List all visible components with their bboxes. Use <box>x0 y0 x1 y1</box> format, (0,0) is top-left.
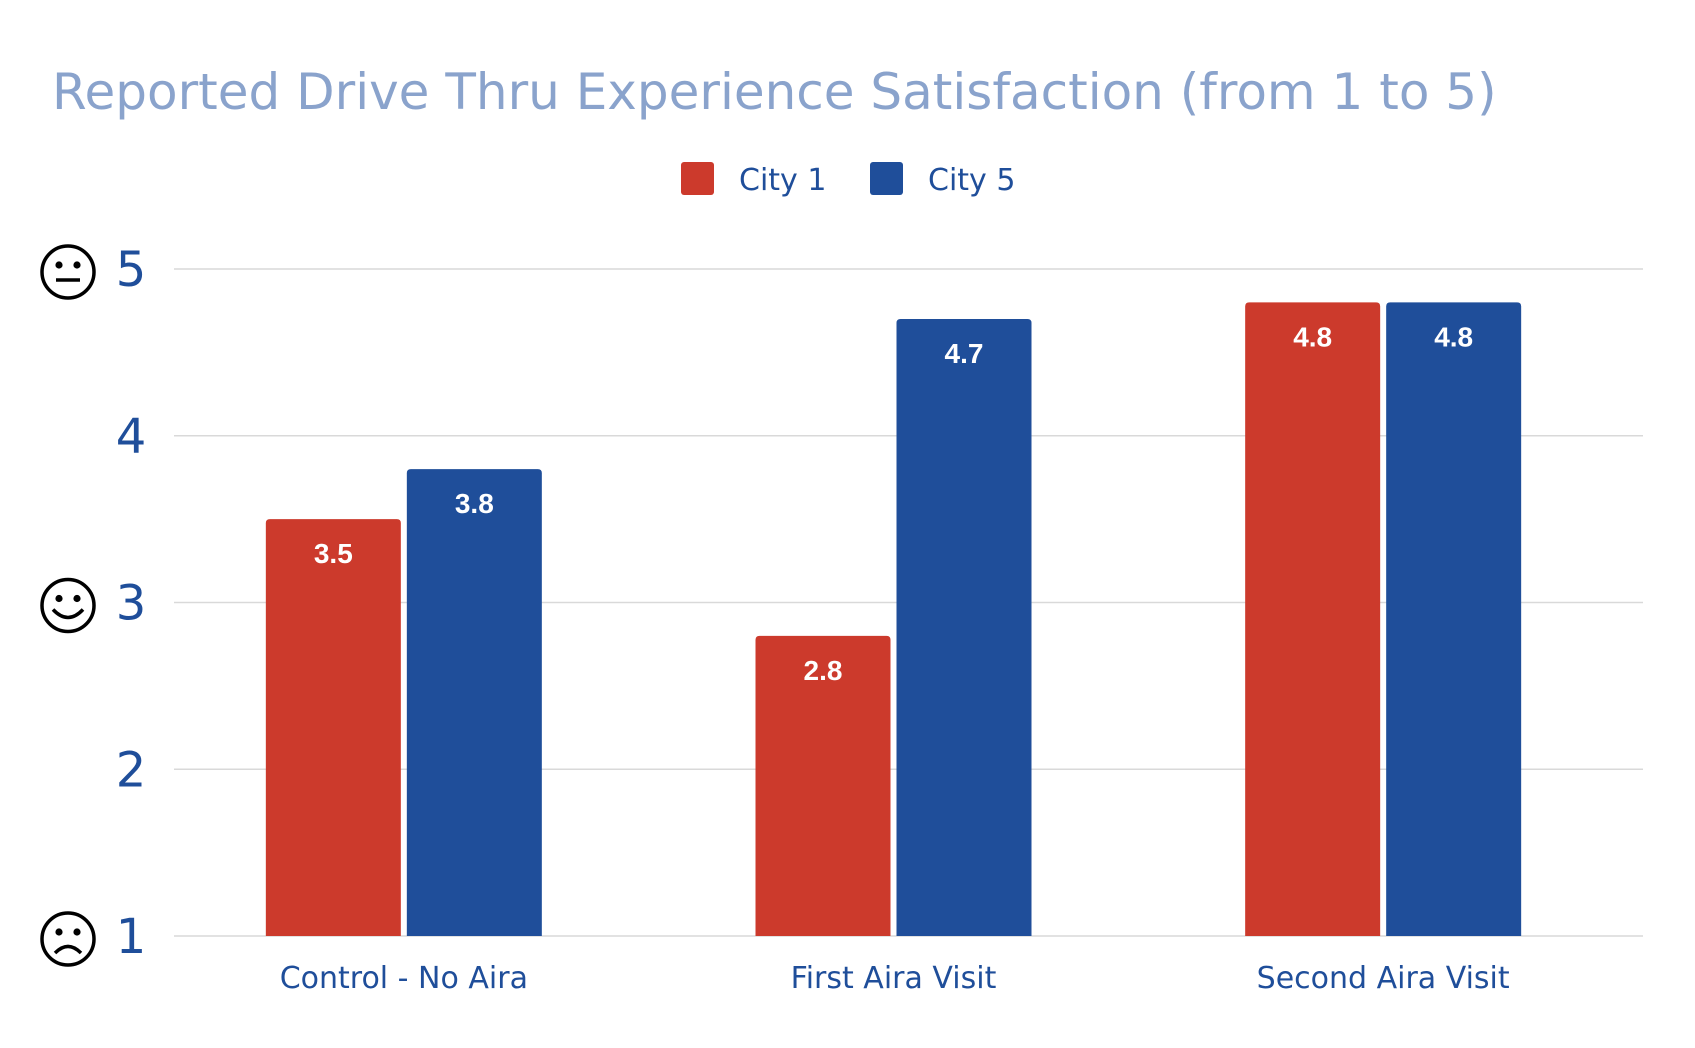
chart-title: Reported Drive Thru Experience Satisfact… <box>52 63 1497 121</box>
bar-city-5-first-aira-visit <box>896 319 1032 936</box>
bar-city-1-second-aira-visit <box>1245 302 1381 937</box>
data-label-city-1-first-aira-visit: 2.8 <box>804 655 843 686</box>
y-tick-label-5: 5 <box>116 242 147 298</box>
bars: 3.5 3.8 2.8 4.7 4.8 4.8 <box>265 302 1522 937</box>
legend-label-city-1: City 1 <box>739 163 826 198</box>
legend-swatch-city-1 <box>681 162 714 195</box>
x-axis: Control - No Aira First Aira Visit Second … <box>280 961 1510 996</box>
frowning-face-icon <box>40 911 96 967</box>
y-tick-label-1: 1 <box>116 909 147 965</box>
data-label-city-1-control-no-aira: 3.5 <box>314 538 353 569</box>
data-label-city-5-control-no-aira: 3.8 <box>455 488 494 519</box>
data-label-city-1-second-aira-visit: 4.8 <box>1293 321 1332 352</box>
legend-label-city-5: City 5 <box>928 163 1015 198</box>
x-tick-label: Second Aira Visit <box>1257 961 1510 996</box>
y-axis: 1 2 3 4 5 <box>40 242 147 967</box>
bar-city-1-control-no-aira <box>265 519 401 936</box>
bar-city-5-control-no-aira <box>406 469 542 936</box>
x-tick-label: Control - No Aira <box>280 961 528 996</box>
legend-swatch-city-5 <box>870 162 903 195</box>
data-label-city-5-second-aira-visit: 4.8 <box>1434 321 1473 352</box>
bar-city-5-second-aira-visit <box>1386 302 1522 937</box>
legend-item-city-1: City 1 <box>681 162 826 198</box>
legend: City 1 City 5 <box>681 162 1015 198</box>
y-tick-label-3: 3 <box>116 576 147 632</box>
legend-item-city-5: City 5 <box>870 162 1015 198</box>
bar-city-1-first-aira-visit <box>755 635 891 936</box>
x-tick-label: First Aira Visit <box>791 961 997 996</box>
data-label-city-5-first-aira-visit: 4.7 <box>945 338 984 369</box>
neutral-face-icon <box>40 244 96 300</box>
y-tick-label-4: 4 <box>116 409 147 465</box>
y-tick-label-2: 2 <box>116 742 147 798</box>
smiling-face-icon <box>40 577 96 634</box>
